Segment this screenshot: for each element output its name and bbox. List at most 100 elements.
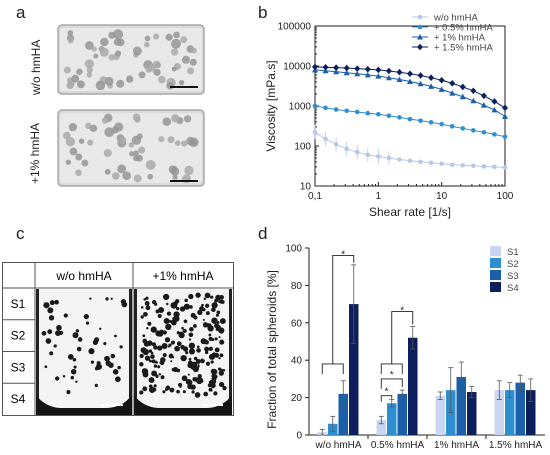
spheroid xyxy=(148,349,153,353)
spheroid xyxy=(205,311,210,316)
spheroid xyxy=(178,331,184,337)
spheroid xyxy=(85,41,94,50)
data-point xyxy=(481,164,487,169)
data-point xyxy=(376,112,381,117)
spheroid xyxy=(153,33,160,40)
spheroid xyxy=(166,311,172,316)
data-point xyxy=(312,103,318,109)
data-point xyxy=(502,134,508,140)
data-point xyxy=(492,132,497,137)
legend-swatch xyxy=(490,282,501,292)
spheroid xyxy=(76,68,83,76)
spheroid xyxy=(216,321,220,324)
legend-entry: + 0.5% hmHA xyxy=(434,23,494,34)
data-point xyxy=(406,70,413,78)
spheroid xyxy=(180,36,188,44)
spheroid xyxy=(117,164,127,174)
spheroid xyxy=(87,139,94,146)
spheroid xyxy=(210,295,214,299)
spheroid xyxy=(111,126,119,134)
sample-photo-with-hmha xyxy=(56,107,206,189)
spheroid xyxy=(95,80,106,91)
spheroid xyxy=(150,351,154,355)
table-c-graphic: w/o hmHA +1% hmHA S1 S2 S3 S4 xyxy=(3,263,233,415)
y-tick-label: 10000 xyxy=(283,62,311,73)
data-point xyxy=(406,78,413,84)
spheroid xyxy=(162,117,172,126)
spheroid xyxy=(81,159,89,167)
spheroid xyxy=(200,338,207,345)
bar xyxy=(387,403,397,435)
spheroid xyxy=(181,326,184,330)
spheroid xyxy=(86,66,93,74)
spheroid xyxy=(178,79,185,86)
spheroid xyxy=(197,364,200,367)
viscosity-chart: 10 100 1000 10000 100000 0,1 1 10 100 Shear rate … xyxy=(264,13,514,220)
spheroid xyxy=(63,66,71,74)
spheroid xyxy=(182,328,187,333)
spheroid xyxy=(108,54,115,61)
spheroid xyxy=(147,63,156,72)
spheroid xyxy=(83,313,89,320)
spheroid xyxy=(112,172,120,180)
legend-marker xyxy=(417,43,423,51)
spheroid xyxy=(189,326,194,332)
significance-star: * xyxy=(390,370,394,381)
data-point xyxy=(312,130,318,135)
legend-marker xyxy=(417,14,423,20)
spheroid xyxy=(115,50,122,57)
data-point xyxy=(460,126,466,131)
spheroid xyxy=(140,306,144,309)
data-point xyxy=(386,113,392,119)
spheroid xyxy=(205,303,210,308)
spheroid xyxy=(159,360,165,366)
data-point xyxy=(459,83,466,91)
bar xyxy=(494,390,504,435)
data-point xyxy=(386,155,392,161)
data-point xyxy=(364,71,371,78)
spheroid xyxy=(196,345,200,349)
spheroid xyxy=(181,140,188,147)
spheroid xyxy=(189,342,192,346)
data-point xyxy=(333,107,339,112)
spheroid xyxy=(63,313,68,318)
data-point xyxy=(343,64,350,72)
spheroid xyxy=(173,311,180,318)
spheroid xyxy=(155,374,159,378)
spheroid xyxy=(75,380,78,383)
y-tick-label: 100000 xyxy=(278,22,312,33)
spheroid xyxy=(187,67,195,75)
tube-wall xyxy=(134,289,137,415)
spheroid xyxy=(193,356,198,361)
x-category-label: 1.5% hmHA xyxy=(489,440,543,451)
spheroid xyxy=(178,382,183,387)
spheroid xyxy=(204,346,210,352)
data-point xyxy=(480,102,487,108)
spheroid xyxy=(157,345,163,351)
y-tick-label: 40 xyxy=(291,356,303,367)
y-tick-label: 100 xyxy=(294,142,311,153)
tube-wall xyxy=(129,289,132,415)
x-category-label: 1% hmHA xyxy=(434,440,479,451)
spheroid xyxy=(141,368,149,375)
spheroid xyxy=(73,365,77,369)
spheroid xyxy=(152,387,157,392)
spheroid xyxy=(72,358,77,362)
spheroid xyxy=(70,375,75,380)
spheroid xyxy=(188,357,192,361)
sample-photo-without-hmha xyxy=(56,22,206,97)
spheroid xyxy=(179,385,182,389)
spheroid xyxy=(158,136,165,143)
spheroid xyxy=(67,38,74,44)
x-axis-label: Shear rate [1/s] xyxy=(369,205,451,219)
spheroid xyxy=(214,347,220,353)
spheroid xyxy=(199,306,204,312)
spheroid xyxy=(162,352,167,358)
spheroid xyxy=(171,114,180,123)
spheroid xyxy=(210,348,213,351)
spheroid xyxy=(117,365,121,370)
spheroid xyxy=(197,373,202,379)
legend-swatch xyxy=(490,246,501,256)
spheroid xyxy=(49,351,54,356)
legend-entry: S2 xyxy=(507,259,519,270)
